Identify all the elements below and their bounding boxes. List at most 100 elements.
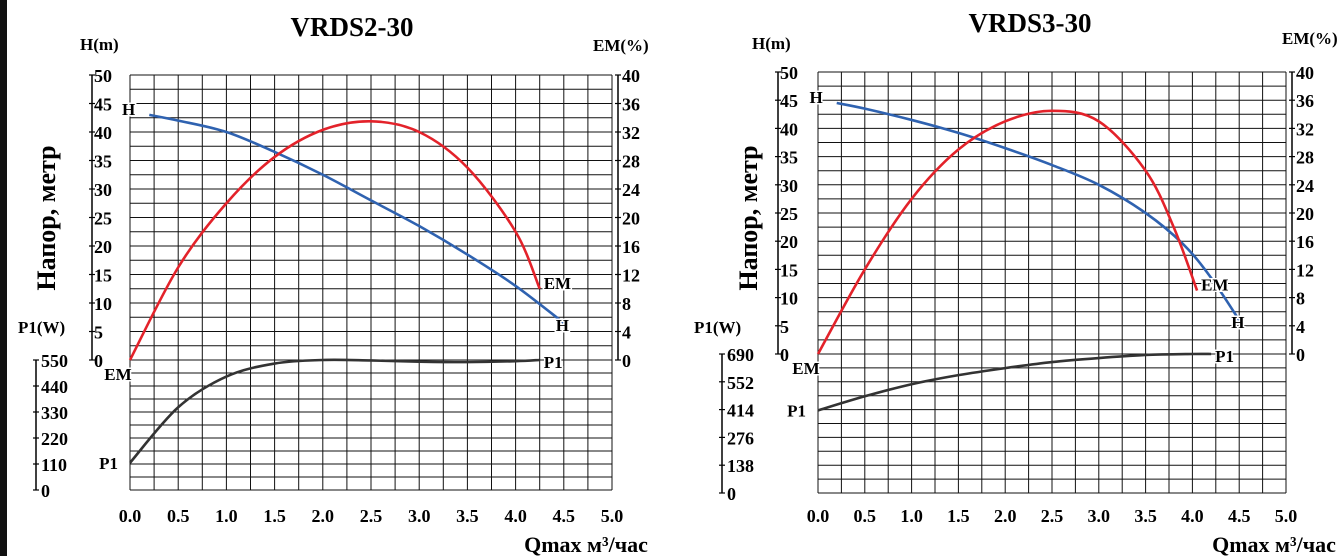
left-edge-bar: [0, 0, 7, 556]
head-tick-label: 15: [780, 260, 798, 280]
power-tick-label: 220: [41, 429, 68, 449]
x-tick-label: 0.0: [119, 506, 142, 526]
series-label-left: EM: [792, 359, 819, 378]
x-tick-label: 4.0: [1181, 506, 1204, 526]
power-tick-label: 552: [727, 373, 754, 393]
eff-tick-label: 8: [1296, 289, 1305, 309]
x-tick-label: 1.5: [263, 506, 286, 526]
x-tick-label: 2.5: [1041, 506, 1064, 526]
x-tick-label: 0.5: [854, 506, 877, 526]
eff-tick-label: 16: [1296, 232, 1314, 252]
x-tick-label: 2.5: [360, 506, 383, 526]
eff-axis-title: EM(%): [593, 36, 649, 55]
x-tick-label: 1.0: [900, 506, 923, 526]
x-tick-label: 1.5: [947, 506, 970, 526]
power-tick-label: 276: [727, 428, 754, 448]
eff-tick-label: 20: [1296, 204, 1314, 224]
eff-tick-label: 12: [1296, 260, 1314, 280]
chart-title: VRDS3-30: [968, 8, 1091, 38]
x-tick-label: 0.5: [167, 506, 190, 526]
head-tick-label: 45: [94, 95, 112, 115]
series-label-right: EM: [1201, 276, 1228, 295]
power-axis-title: P1(W): [18, 318, 65, 337]
x-tick-label: 3.0: [1088, 506, 1111, 526]
series-line-p1: [129, 358, 540, 464]
head-tick-label: 30: [94, 180, 112, 200]
head-tick-label: 15: [94, 266, 112, 286]
power-tick-label: 690: [727, 345, 754, 365]
head-axis-title: H(m): [80, 35, 119, 54]
eff-tick-label: 4: [1296, 317, 1305, 337]
eff-tick-label: 28: [1296, 148, 1314, 168]
eff-tick-label: 40: [622, 66, 640, 86]
head-tick-label: 30: [780, 176, 798, 196]
power-tick-label: 414: [727, 401, 754, 421]
series-label-right: P1: [544, 353, 563, 372]
series-label-left: H: [122, 100, 135, 119]
eff-tick-label: 4: [622, 323, 631, 343]
head-tick-label: 25: [94, 209, 112, 229]
series-label-right: P1: [1215, 347, 1234, 366]
series-label-right: H: [556, 316, 569, 335]
series-label-left: EM: [104, 365, 131, 384]
y-axis-label: Напор, метр: [32, 145, 61, 290]
head-tick-label: 10: [94, 294, 112, 314]
head-tick-label: 50: [94, 66, 112, 86]
head-tick-label: 40: [780, 119, 798, 139]
power-tick-label: 0: [41, 481, 50, 501]
x-tick-label: 5.0: [1275, 506, 1298, 526]
series-line-em: [816, 109, 1199, 355]
power-tick-label: 330: [41, 403, 68, 423]
eff-tick-label: 12: [622, 266, 640, 286]
series-line-p1: [817, 352, 1212, 412]
x-tick-label: 4.5: [1228, 506, 1251, 526]
x-tick-label: 4.0: [504, 506, 527, 526]
eff-tick-label: 32: [1296, 119, 1314, 139]
eff-tick-label: 32: [622, 123, 640, 143]
head-tick-label: 10: [780, 289, 798, 309]
series-line-h: [836, 101, 1241, 321]
power-tick-label: 550: [41, 351, 68, 371]
y-axis-label: Напор, метр: [734, 145, 763, 290]
head-axis-title: H(m): [752, 34, 791, 53]
x-tick-label: 5.0: [601, 506, 624, 526]
series-label-left: P1: [787, 401, 806, 420]
head-tick-label: 0: [780, 345, 789, 365]
x-axis-label: Qmax м³/час: [524, 532, 648, 556]
series-label-left: H: [809, 88, 822, 107]
head-tick-label: 5: [780, 317, 789, 337]
series-line-h: [149, 113, 565, 324]
series-label-right: EM: [544, 274, 571, 293]
eff-tick-label: 40: [1296, 63, 1314, 83]
power-tick-label: 110: [41, 455, 67, 475]
x-tick-label: 3.5: [456, 506, 479, 526]
eff-tick-label: 8: [622, 294, 631, 314]
power-axis-title: P1(W): [694, 318, 741, 337]
x-axis-label: Qmax м³/час: [1212, 532, 1336, 556]
eff-tick-label: 24: [1296, 176, 1314, 196]
series-label-left: P1: [99, 454, 118, 473]
eff-tick-label: 20: [622, 209, 640, 229]
eff-tick-label: 0: [622, 351, 631, 371]
x-tick-label: 0.0: [807, 506, 830, 526]
head-tick-label: 35: [94, 152, 112, 172]
power-tick-label: 0: [727, 484, 736, 504]
head-tick-label: 20: [94, 237, 112, 257]
series-line-em: [128, 120, 541, 361]
x-tick-label: 1.0: [215, 506, 238, 526]
chart-title: VRDS2-30: [290, 12, 413, 42]
head-tick-label: 5: [94, 323, 103, 343]
x-tick-label: 3.5: [1134, 506, 1157, 526]
head-tick-label: 0: [94, 351, 103, 371]
eff-tick-label: 36: [1296, 91, 1314, 111]
eff-tick-label: 28: [622, 152, 640, 172]
x-tick-label: 3.0: [408, 506, 431, 526]
x-tick-label: 4.5: [553, 506, 576, 526]
head-tick-label: 45: [780, 91, 798, 111]
head-tick-label: 40: [94, 123, 112, 143]
eff-axis-title: EM(%): [1282, 29, 1338, 48]
head-tick-label: 35: [780, 148, 798, 168]
series-label-right: H: [1231, 313, 1244, 332]
eff-tick-label: 16: [622, 237, 640, 257]
